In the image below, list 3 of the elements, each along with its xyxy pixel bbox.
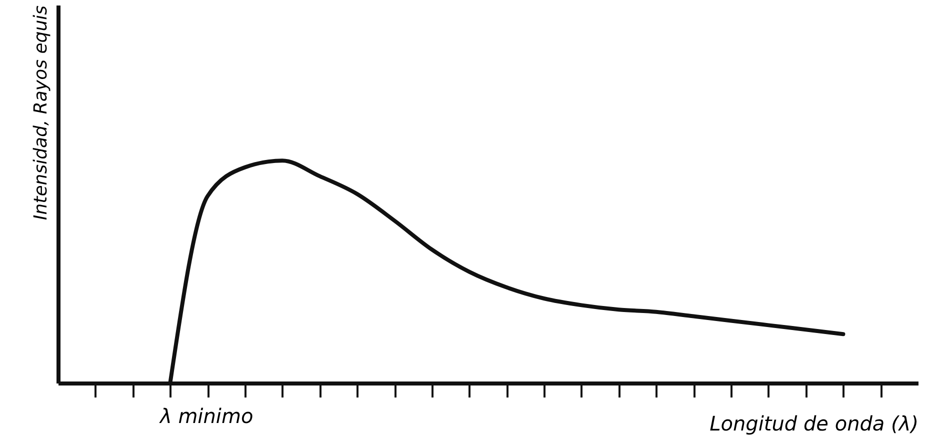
x-axis-title: Longitud de onda (λ) [710,412,918,436]
y-axis-title: Intensidad, Rayos equis [30,6,52,220]
text: λ minimo [159,404,254,428]
